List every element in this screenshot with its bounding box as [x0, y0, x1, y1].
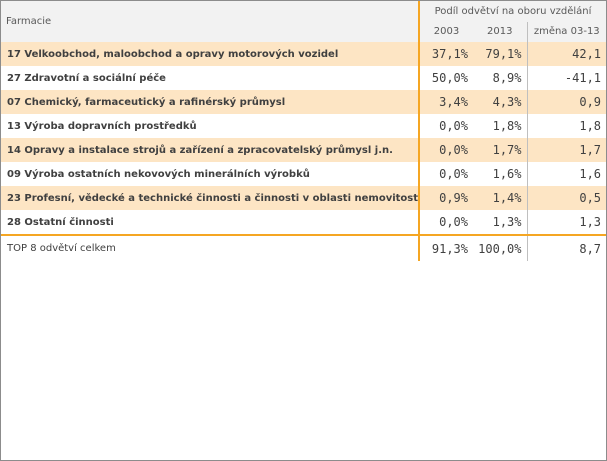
- row-label: 07 Chemický, farmaceutický a rafinérský …: [1, 90, 419, 114]
- table-row: 09 Výroba ostatních nekovových minerální…: [1, 162, 607, 186]
- total-2013: 100,0%: [473, 234, 527, 261]
- row-change: 1,3: [526, 210, 607, 235]
- table-row: 14 Opravy a instalace strojů a zařízení …: [1, 138, 607, 162]
- total-row: TOP 8 odvětví celkem 91,3% 100,0% 8,7: [1, 234, 607, 261]
- table-row: 27 Zdravotní a sociální péče 50,0% 8,9% …: [1, 66, 607, 90]
- header-group-title: Podíl odvětví na oboru vzdělání: [417, 1, 607, 22]
- total-label: TOP 8 odvětví celkem: [1, 234, 419, 261]
- row-2013: 4,3%: [473, 90, 527, 114]
- row-change: 0,5: [526, 186, 607, 210]
- header-farmacie: Farmacie: [1, 1, 419, 42]
- row-change: 1,6: [526, 162, 607, 186]
- table-row: 13 Výroba dopravních prostředků 0,0% 1,8…: [1, 114, 607, 138]
- row-label: 27 Zdravotní a sociální péče: [1, 66, 419, 90]
- row-2013: 1,4%: [473, 186, 527, 210]
- row-label: 17 Velkoobchod, maloobchod a opravy moto…: [1, 42, 419, 66]
- row-2003: 0,0%: [418, 114, 473, 138]
- row-label: 28 Ostatní činnosti: [1, 210, 419, 235]
- row-label: 13 Výroba dopravních prostředků: [1, 114, 419, 138]
- table-row: 17 Velkoobchod, maloobchod a opravy moto…: [1, 42, 607, 66]
- sector-share-table: Farmacie Podíl odvětví na oboru vzdělání…: [1, 1, 607, 261]
- row-2003: 3,4%: [418, 90, 473, 114]
- header-2013: 2013: [473, 21, 527, 42]
- total-2003: 91,3%: [418, 234, 473, 261]
- row-2003: 37,1%: [418, 42, 473, 66]
- row-2003: 0,0%: [418, 210, 473, 235]
- row-2013: 8,9%: [473, 66, 527, 90]
- table-row: 07 Chemický, farmaceutický a rafinérský …: [1, 90, 607, 114]
- row-change: 0,9: [526, 90, 607, 114]
- total-change: 8,7: [526, 234, 607, 261]
- header-change: změna 03-13: [526, 21, 607, 42]
- row-2003: 0,0%: [418, 162, 473, 186]
- row-label: 09 Výroba ostatních nekovových minerální…: [1, 162, 419, 186]
- header-2003: 2003: [418, 21, 473, 42]
- row-2013: 1,3%: [473, 210, 527, 235]
- row-2013: 1,6%: [473, 162, 527, 186]
- row-2013: 79,1%: [473, 42, 527, 66]
- row-2003: 0,9%: [418, 186, 473, 210]
- table-row: 23 Profesní, vědecké a technické činnost…: [1, 186, 607, 210]
- row-change: 1,8: [526, 114, 607, 138]
- row-label: 23 Profesní, vědecké a technické činnost…: [1, 186, 419, 210]
- row-2003: 0,0%: [418, 138, 473, 162]
- row-change: -41,1: [526, 66, 607, 90]
- row-2013: 1,7%: [473, 138, 527, 162]
- row-label: 14 Opravy a instalace strojů a zařízení …: [1, 138, 419, 162]
- row-change: 42,1: [526, 42, 607, 66]
- row-2003: 50,0%: [418, 66, 473, 90]
- row-change: 1,7: [526, 138, 607, 162]
- row-2013: 1,8%: [473, 114, 527, 138]
- table-row: 28 Ostatní činnosti 0,0% 1,3% 1,3: [1, 210, 607, 235]
